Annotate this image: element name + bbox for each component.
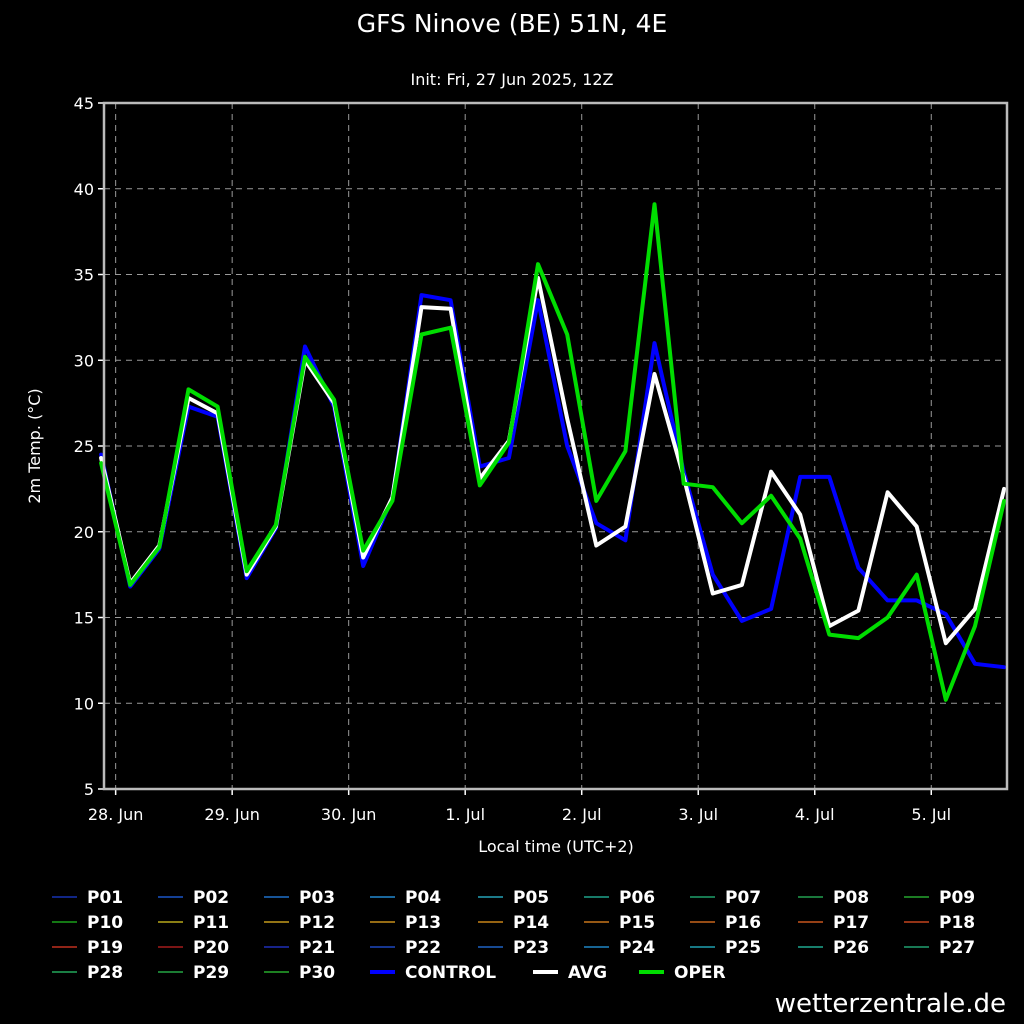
legend-label: P22 — [405, 938, 441, 958]
y-tick-label: 30 — [74, 351, 94, 370]
legend-label: P24 — [619, 938, 655, 958]
legend-label: P11 — [193, 913, 229, 933]
legend: P01 P02 P03 P04 P05 P06 P07 P08 P09 P10 P11 P12 P13 P… — [52, 888, 975, 983]
legend-label: P08 — [833, 888, 869, 908]
chart-subtitle: Init: Fri, 27 Jun 2025, 12Z — [410, 70, 613, 89]
x-axis: 28. Jun 29. Jun 30. Jun 1. Jul 2. Jul 3. Jul 4… — [88, 789, 951, 824]
legend-label: P01 — [87, 888, 123, 908]
legend-label: P16 — [725, 913, 761, 933]
legend-label: P17 — [833, 913, 869, 933]
legend-label: P18 — [939, 913, 975, 933]
x-tick-label: 29. Jun — [204, 805, 260, 824]
x-tick-label: 3. Jul — [678, 805, 718, 824]
legend-label: P30 — [299, 963, 335, 983]
y-tick-label: 35 — [74, 266, 94, 285]
legend-label: P12 — [299, 913, 335, 933]
grid — [104, 103, 1007, 789]
x-tick-label: 4. Jul — [795, 805, 835, 824]
legend-label: P23 — [513, 938, 549, 958]
x-tick-label: 30. Jun — [321, 805, 377, 824]
legend-label: AVG — [568, 963, 607, 983]
legend-label: P05 — [513, 888, 549, 908]
x-tick-label: 28. Jun — [88, 805, 144, 824]
y-axis-label: 2m Temp. (°C) — [25, 388, 44, 503]
legend-label: P14 — [513, 913, 549, 933]
legend-label: P06 — [619, 888, 655, 908]
chart-title: GFS Ninove (BE) 51N, 4E — [357, 9, 668, 38]
y-tick-label: 20 — [74, 523, 94, 542]
legend-label: P02 — [193, 888, 229, 908]
watermark: wetterzentrale.de — [775, 989, 1006, 1019]
legend-label: P10 — [87, 913, 123, 933]
legend-label: P13 — [405, 913, 441, 933]
y-axis: 5 10 15 20 25 30 35 40 45 — [74, 94, 104, 799]
legend-label: P27 — [939, 938, 975, 958]
x-tick-label: 2. Jul — [562, 805, 602, 824]
y-tick-label: 45 — [74, 94, 94, 113]
legend-label: P19 — [87, 938, 123, 958]
y-tick-label: 40 — [74, 180, 94, 199]
y-tick-label: 15 — [74, 609, 94, 628]
legend-label: P26 — [833, 938, 869, 958]
legend-label: P04 — [405, 888, 441, 908]
legend-label: P15 — [619, 913, 655, 933]
y-tick-label: 10 — [74, 694, 94, 713]
x-tick-label: 5. Jul — [911, 805, 951, 824]
legend-label: P21 — [299, 938, 335, 958]
plot-area — [99, 202, 1007, 702]
x-axis-label: Local time (UTC+2) — [478, 837, 634, 856]
legend-label: P20 — [193, 938, 229, 958]
legend-label: CONTROL — [405, 963, 496, 983]
x-tick-label: 1. Jul — [445, 805, 485, 824]
legend-label: P03 — [299, 888, 335, 908]
legend-label: OPER — [674, 963, 726, 983]
y-tick-label: 5 — [84, 780, 94, 799]
legend-label: P28 — [87, 963, 123, 983]
legend-label: P29 — [193, 963, 229, 983]
series-line-avg — [99, 275, 1007, 646]
series-line-oper — [99, 202, 1007, 702]
plot-frame — [102, 101, 1009, 791]
legend-label: P25 — [725, 938, 761, 958]
y-tick-label: 25 — [74, 437, 94, 456]
legend-label: P09 — [939, 888, 975, 908]
legend-label: P07 — [725, 888, 761, 908]
